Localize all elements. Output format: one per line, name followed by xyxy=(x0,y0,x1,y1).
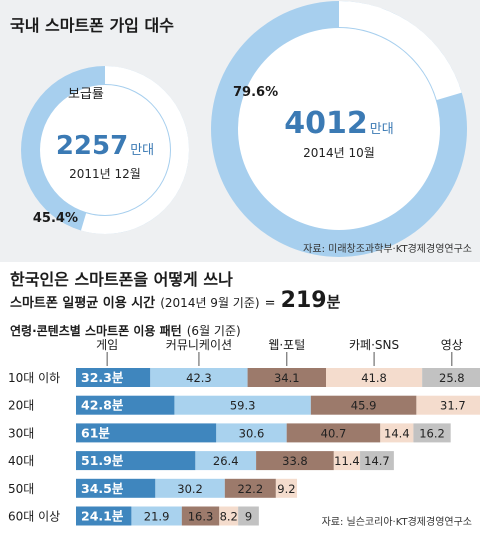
subscriber-source: 자료: 미래창조과학부·KT경제경영연구소 xyxy=(303,244,472,255)
usage-section: 한국인은 스마트폰을 어떻게 쓰나 스마트폰 일평균 이용 시간 (2014년 … xyxy=(0,262,480,533)
usage-source: 자료: 닐슨코리아·KT경제경영연구소 xyxy=(321,517,472,528)
donut-1-value: 2257 만대 xyxy=(56,131,154,161)
usage-subtitle-main: 연령·콘텐츠별 스마트폰 이용 패턴 xyxy=(10,324,182,338)
penetration-label: 보급률 xyxy=(68,87,104,102)
donut-1-remainder-arc xyxy=(21,66,189,234)
subscriber-donut-chart: 2257 만대 2011년 12월 45.4% 보급률 4012 만대 2014년 10월 79… xyxy=(21,1,467,257)
donut-2-value: 4012 만대 xyxy=(284,106,393,141)
daily-usage-label: 스마트폰 일평균 이용 시간 xyxy=(10,296,156,311)
daily-usage-unit: 분 xyxy=(326,293,341,311)
subscriber-title: 국내 스마트폰 가입 대수 xyxy=(10,16,174,35)
donut-2-penetration: 79.6% xyxy=(233,85,278,100)
usage-subtitle-date: (6월 기준) xyxy=(186,324,241,338)
daily-usage-value: 219 xyxy=(280,288,327,313)
donut-1-center xyxy=(40,85,170,215)
daily-usage-date: (2014년 9월 기준) xyxy=(160,296,260,310)
daily-usage-summary: 스마트폰 일평균 이용 시간 (2014년 9월 기준) = 219분 xyxy=(10,288,340,313)
donut-1-penetration: 45.4% xyxy=(33,211,78,226)
donut-2-remainder-arc xyxy=(211,1,467,257)
daily-usage-equals: = xyxy=(264,296,276,311)
donut-1-date: 2011년 12월 xyxy=(69,167,141,181)
subscriber-section: 국내 스마트폰 가입 대수 2257 만대 2011년 12월 45.4% 보급률 401… xyxy=(0,0,480,262)
donut-2-center xyxy=(238,28,440,230)
usage-title: 한국인은 스마트폰을 어떻게 쓰나 xyxy=(10,270,233,289)
usage-subtitle: 연령·콘텐츠별 스마트폰 이용 패턴 (6월 기준) xyxy=(10,320,241,339)
donut-2-date: 2014년 10월 xyxy=(303,146,375,160)
